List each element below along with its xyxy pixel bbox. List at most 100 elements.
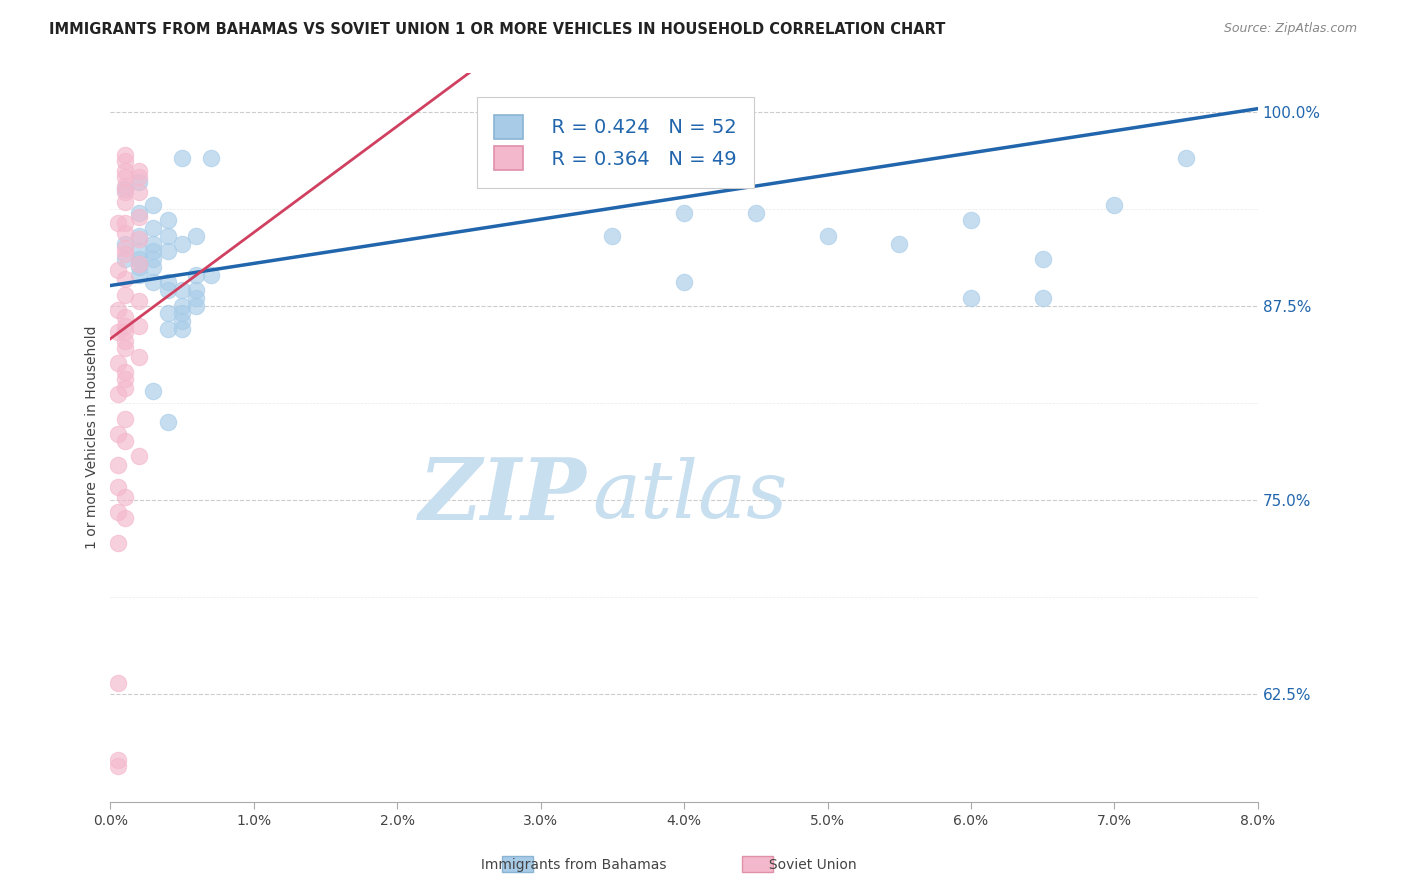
Text: Source: ZipAtlas.com: Source: ZipAtlas.com bbox=[1223, 22, 1357, 36]
Point bbox=[817, 228, 839, 243]
Point bbox=[1104, 198, 1126, 212]
Text: ZIP: ZIP bbox=[419, 454, 586, 538]
Point bbox=[114, 194, 136, 209]
Text: Soviet Union: Soviet Union bbox=[747, 858, 856, 872]
Point bbox=[107, 427, 129, 442]
Point bbox=[142, 276, 165, 290]
Point bbox=[114, 226, 136, 240]
Point bbox=[172, 236, 194, 251]
Point bbox=[156, 283, 179, 297]
Point bbox=[960, 291, 983, 305]
Point bbox=[156, 228, 179, 243]
Point bbox=[673, 276, 696, 290]
Point bbox=[114, 169, 136, 184]
Point bbox=[114, 182, 136, 196]
Point bbox=[142, 244, 165, 259]
Point bbox=[107, 759, 129, 773]
Point bbox=[114, 325, 136, 339]
Point bbox=[128, 318, 150, 333]
Point bbox=[172, 306, 194, 320]
Point bbox=[114, 217, 136, 231]
Point bbox=[128, 260, 150, 274]
Point bbox=[602, 228, 624, 243]
Point bbox=[1032, 252, 1054, 267]
Point bbox=[107, 303, 129, 318]
Point bbox=[114, 272, 136, 286]
Point bbox=[186, 283, 208, 297]
Point bbox=[128, 449, 150, 463]
Point bbox=[172, 322, 194, 336]
Point bbox=[172, 314, 194, 328]
Point bbox=[156, 322, 179, 336]
Point bbox=[128, 228, 150, 243]
Y-axis label: 1 or more Vehicles in Household: 1 or more Vehicles in Household bbox=[86, 326, 100, 549]
Point bbox=[1032, 291, 1054, 305]
FancyBboxPatch shape bbox=[502, 856, 533, 872]
Point bbox=[142, 198, 165, 212]
Point bbox=[142, 252, 165, 267]
Point bbox=[889, 236, 911, 251]
Point bbox=[114, 341, 136, 355]
Point bbox=[107, 325, 129, 339]
Point bbox=[128, 293, 150, 308]
Legend:   R = 0.424   N = 52,   R = 0.364   N = 49: R = 0.424 N = 52, R = 0.364 N = 49 bbox=[477, 97, 754, 187]
Point bbox=[114, 310, 136, 324]
Point bbox=[156, 213, 179, 227]
Point bbox=[156, 244, 179, 259]
Point bbox=[156, 306, 179, 320]
Text: Immigrants from Bahamas: Immigrants from Bahamas bbox=[458, 858, 666, 872]
Point bbox=[128, 186, 150, 200]
Point bbox=[114, 288, 136, 302]
Point bbox=[114, 434, 136, 448]
Point bbox=[172, 283, 194, 297]
Point bbox=[107, 217, 129, 231]
Point bbox=[186, 268, 208, 282]
Point bbox=[107, 675, 129, 690]
Point bbox=[128, 350, 150, 364]
Point bbox=[142, 384, 165, 398]
Point bbox=[172, 151, 194, 165]
Point bbox=[114, 179, 136, 194]
Point bbox=[114, 318, 136, 333]
Point bbox=[114, 371, 136, 385]
Point bbox=[186, 291, 208, 305]
Point bbox=[114, 154, 136, 169]
Point bbox=[142, 236, 165, 251]
Point bbox=[128, 205, 150, 219]
Point bbox=[142, 260, 165, 274]
Point bbox=[673, 205, 696, 219]
Point bbox=[186, 299, 208, 313]
Text: atlas: atlas bbox=[592, 457, 787, 534]
Point bbox=[128, 232, 150, 246]
Point bbox=[114, 163, 136, 178]
Point bbox=[186, 228, 208, 243]
Point bbox=[114, 334, 136, 349]
Point bbox=[114, 241, 136, 255]
Point bbox=[128, 175, 150, 189]
Point bbox=[1175, 151, 1198, 165]
Point bbox=[200, 268, 222, 282]
Point bbox=[128, 169, 150, 184]
Text: IMMIGRANTS FROM BAHAMAS VS SOVIET UNION 1 OR MORE VEHICLES IN HOUSEHOLD CORRELAT: IMMIGRANTS FROM BAHAMAS VS SOVIET UNION … bbox=[49, 22, 946, 37]
Point bbox=[114, 511, 136, 525]
Point bbox=[200, 151, 222, 165]
Point bbox=[156, 276, 179, 290]
Point bbox=[107, 263, 129, 277]
Point bbox=[114, 381, 136, 395]
Point bbox=[114, 252, 136, 267]
FancyBboxPatch shape bbox=[742, 856, 773, 872]
Point bbox=[128, 257, 150, 271]
Point bbox=[128, 244, 150, 259]
Point bbox=[107, 536, 129, 550]
Point bbox=[107, 753, 129, 767]
Point bbox=[114, 490, 136, 504]
Point bbox=[114, 236, 136, 251]
Point bbox=[114, 186, 136, 200]
Point bbox=[107, 480, 129, 494]
Point bbox=[128, 268, 150, 282]
Point bbox=[107, 356, 129, 370]
Point bbox=[128, 252, 150, 267]
Point bbox=[745, 205, 768, 219]
Point bbox=[114, 365, 136, 379]
Point bbox=[114, 148, 136, 162]
